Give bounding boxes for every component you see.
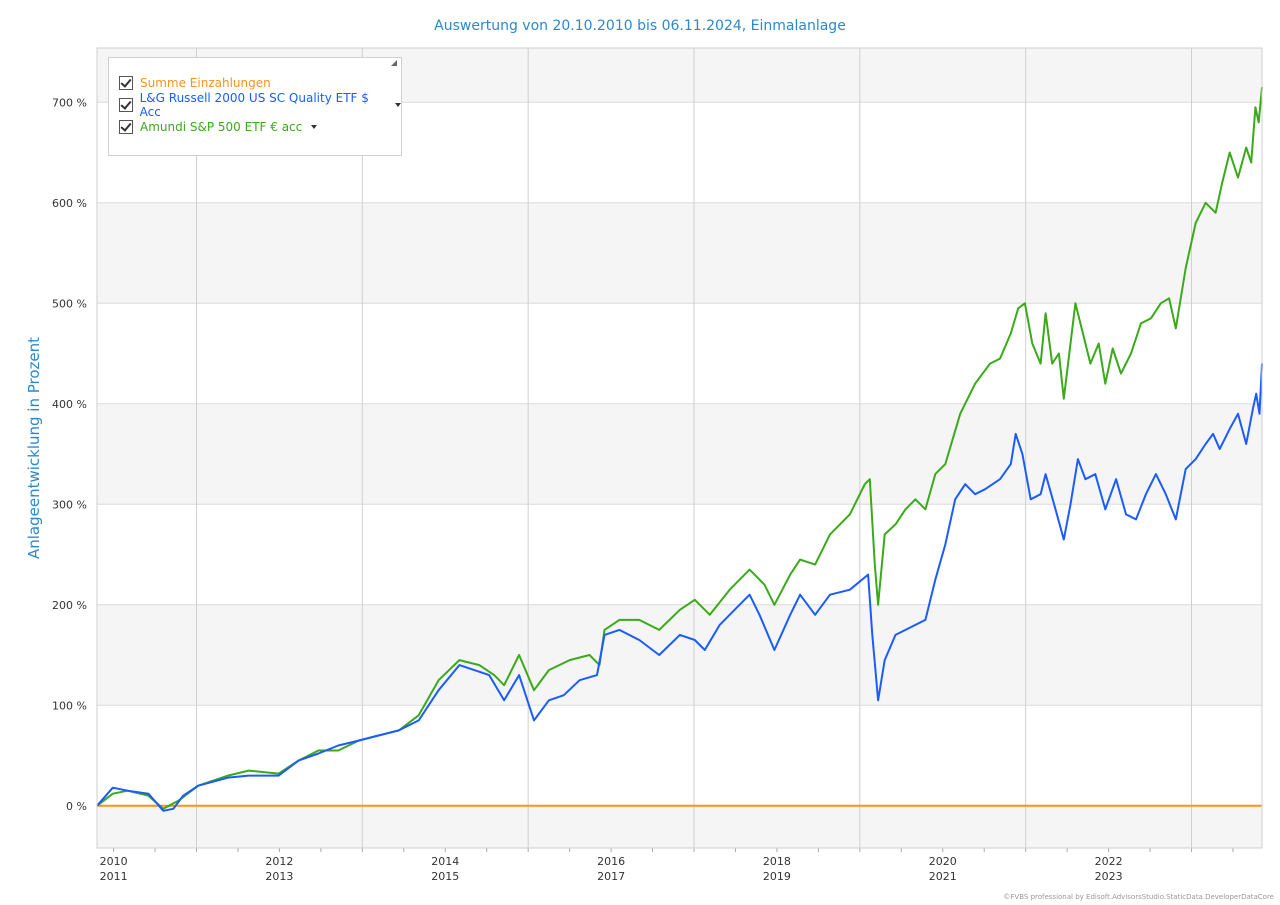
legend-label: Amundi S&P 500 ETF € acc xyxy=(140,120,303,134)
legend-collapse-handle[interactable] xyxy=(109,58,401,72)
checkbox-checked-icon[interactable] xyxy=(119,98,133,112)
x-tick-label: 2012 xyxy=(265,855,293,868)
x-tick-label: 2021 xyxy=(929,870,957,883)
dropdown-arrow-icon[interactable] xyxy=(395,103,401,107)
y-tick-label: 0 % xyxy=(66,800,87,813)
legend-label: L&G Russell 2000 US SC Quality ETF $ Acc xyxy=(139,91,369,119)
chart-title: Auswertung von 20.10.2010 bis 06.11.2024… xyxy=(434,18,846,34)
y-tick-label: 400 % xyxy=(52,398,87,411)
y-tick-label: 600 % xyxy=(52,197,87,210)
x-tick-label: 2013 xyxy=(265,870,293,883)
x-tick-label: 2020 xyxy=(929,855,957,868)
y-tick-label: 300 % xyxy=(52,498,87,511)
grid-band xyxy=(97,805,1262,848)
x-tick-label: 2017 xyxy=(597,870,625,883)
legend-item-amundi[interactable]: Amundi S&P 500 ETF € acc xyxy=(109,116,401,138)
x-tick-label: 2018 xyxy=(763,855,791,868)
series-line-1 xyxy=(96,363,1263,812)
dropdown-arrow-icon[interactable] xyxy=(311,125,318,129)
x-tick-label: 2015 xyxy=(431,870,459,883)
x-tick-label: 2016 xyxy=(597,855,625,868)
x-tick-label: 2019 xyxy=(763,870,791,883)
x-tick-label: 2014 xyxy=(431,855,459,868)
y-tick-label: 100 % xyxy=(52,699,87,712)
checkbox-checked-icon[interactable] xyxy=(119,120,133,134)
grid-band xyxy=(97,202,1262,304)
x-tick-label: 2010 xyxy=(100,855,128,868)
legend-item-summe[interactable]: Summe Einzahlungen xyxy=(109,72,401,94)
legend-label: Summe Einzahlungen xyxy=(140,76,271,90)
copyright-footer: ©FVBS professional by Edisoft.AdvisorsSt… xyxy=(1003,893,1274,901)
y-tick-label: 200 % xyxy=(52,599,87,612)
y-tick-label: 700 % xyxy=(52,96,87,109)
x-tick-label: 2011 xyxy=(100,870,128,883)
grid-band xyxy=(97,403,1262,505)
checkbox-checked-icon[interactable] xyxy=(119,76,133,90)
y-tick-label: 500 % xyxy=(52,297,87,310)
legend-item-russell[interactable]: L&G Russell 2000 US SC Quality ETF $ Acc xyxy=(109,91,401,119)
resize-grip-icon xyxy=(391,60,397,66)
x-tick-label: 2023 xyxy=(1095,870,1123,883)
series-line-2 xyxy=(96,87,1263,810)
grid-band xyxy=(97,604,1262,706)
x-tick-label: 2022 xyxy=(1095,855,1123,868)
legend: Summe Einzahlungen L&G Russell 2000 US S… xyxy=(108,57,402,156)
